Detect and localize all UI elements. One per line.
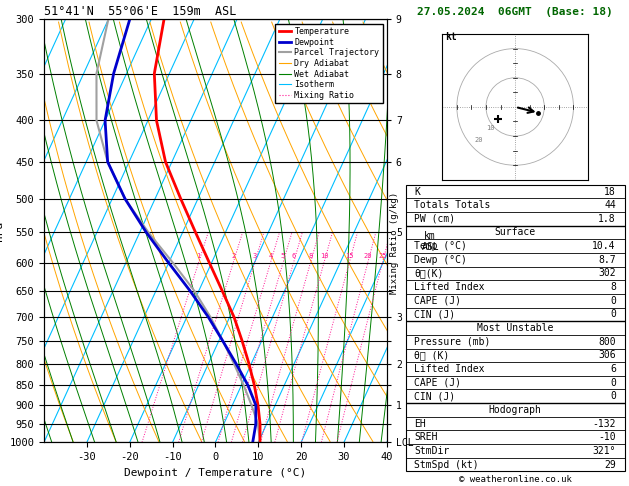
Text: 3: 3 bbox=[252, 253, 257, 259]
Y-axis label: km
ASL: km ASL bbox=[421, 231, 439, 252]
Text: Hodograph: Hodograph bbox=[489, 405, 542, 415]
Text: Pressure (mb): Pressure (mb) bbox=[415, 337, 491, 347]
Text: 27.05.2024  06GMT  (Base: 18): 27.05.2024 06GMT (Base: 18) bbox=[417, 7, 613, 17]
Text: StmSpd (kt): StmSpd (kt) bbox=[415, 460, 479, 469]
Text: PW (cm): PW (cm) bbox=[415, 214, 455, 224]
Text: 15: 15 bbox=[345, 253, 353, 259]
Text: 1.8: 1.8 bbox=[598, 214, 616, 224]
Text: 0: 0 bbox=[610, 310, 616, 319]
Text: K: K bbox=[415, 187, 420, 196]
Text: CAPE (J): CAPE (J) bbox=[415, 296, 462, 306]
Text: Temp (°C): Temp (°C) bbox=[415, 241, 467, 251]
Text: 8: 8 bbox=[308, 253, 313, 259]
Text: CIN (J): CIN (J) bbox=[415, 310, 455, 319]
Text: CAPE (J): CAPE (J) bbox=[415, 378, 462, 388]
Text: Lifted Index: Lifted Index bbox=[415, 364, 485, 374]
Text: 0: 0 bbox=[610, 296, 616, 306]
Text: Mixing Ratio (g/kg): Mixing Ratio (g/kg) bbox=[390, 192, 399, 294]
Text: θᴄ (K): θᴄ (K) bbox=[415, 350, 450, 360]
Text: 20: 20 bbox=[474, 137, 483, 143]
Text: 800: 800 bbox=[598, 337, 616, 347]
Text: kt: kt bbox=[445, 32, 457, 42]
Text: 0: 0 bbox=[610, 391, 616, 401]
Text: 8.7: 8.7 bbox=[598, 255, 616, 265]
Text: 20: 20 bbox=[364, 253, 372, 259]
Text: -10: -10 bbox=[598, 432, 616, 442]
Text: 321°: 321° bbox=[593, 446, 616, 456]
Text: Surface: Surface bbox=[494, 227, 536, 238]
Text: θᴄ(K): θᴄ(K) bbox=[415, 268, 444, 278]
Text: 18: 18 bbox=[604, 187, 616, 196]
Text: CIN (J): CIN (J) bbox=[415, 391, 455, 401]
Legend: Temperature, Dewpoint, Parcel Trajectory, Dry Adiabat, Wet Adiabat, Isotherm, Mi: Temperature, Dewpoint, Parcel Trajectory… bbox=[275, 24, 382, 103]
Text: 0: 0 bbox=[610, 378, 616, 388]
Text: 10: 10 bbox=[320, 253, 328, 259]
Text: 29: 29 bbox=[604, 460, 616, 469]
Text: 8: 8 bbox=[610, 282, 616, 292]
Text: 306: 306 bbox=[598, 350, 616, 360]
Text: EH: EH bbox=[415, 418, 426, 429]
Text: Dewp (°C): Dewp (°C) bbox=[415, 255, 467, 265]
Text: 25: 25 bbox=[378, 253, 387, 259]
Text: 1: 1 bbox=[196, 253, 201, 259]
Text: 5: 5 bbox=[281, 253, 285, 259]
Text: 6: 6 bbox=[610, 364, 616, 374]
Text: Totals Totals: Totals Totals bbox=[415, 200, 491, 210]
Text: 4: 4 bbox=[269, 253, 272, 259]
Text: 6: 6 bbox=[291, 253, 296, 259]
Text: Lifted Index: Lifted Index bbox=[415, 282, 485, 292]
Text: StmDir: StmDir bbox=[415, 446, 450, 456]
Text: 302: 302 bbox=[598, 268, 616, 278]
Y-axis label: hPa: hPa bbox=[0, 221, 4, 241]
Text: 44: 44 bbox=[604, 200, 616, 210]
Text: © weatheronline.co.uk: © weatheronline.co.uk bbox=[459, 474, 572, 484]
Text: 10: 10 bbox=[486, 125, 494, 131]
Text: 51°41'N  55°06'E  159m  ASL: 51°41'N 55°06'E 159m ASL bbox=[44, 5, 237, 18]
Text: 2: 2 bbox=[231, 253, 235, 259]
Text: -132: -132 bbox=[593, 418, 616, 429]
Text: 10.4: 10.4 bbox=[593, 241, 616, 251]
Text: SREH: SREH bbox=[415, 432, 438, 442]
Text: Most Unstable: Most Unstable bbox=[477, 323, 554, 333]
X-axis label: Dewpoint / Temperature (°C): Dewpoint / Temperature (°C) bbox=[125, 468, 306, 478]
